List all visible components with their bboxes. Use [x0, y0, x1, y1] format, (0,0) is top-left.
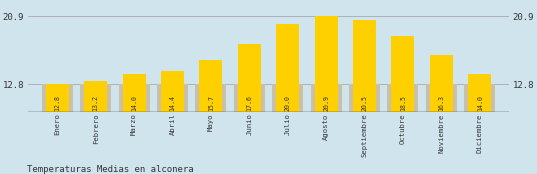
Text: 16.3: 16.3: [438, 95, 444, 111]
Bar: [234, 84, 265, 112]
Bar: [464, 84, 495, 112]
Bar: [195, 84, 227, 112]
Bar: [468, 74, 491, 112]
Text: 17.6: 17.6: [246, 95, 252, 111]
Bar: [157, 84, 188, 112]
Bar: [276, 24, 299, 112]
Text: 18.5: 18.5: [400, 95, 406, 111]
Bar: [391, 36, 415, 112]
Bar: [199, 60, 222, 112]
Text: 15.7: 15.7: [208, 95, 214, 111]
Text: Temperaturas Medias en alconera: Temperaturas Medias en alconera: [27, 165, 193, 174]
Text: 14.0: 14.0: [477, 95, 483, 111]
Bar: [119, 84, 150, 112]
Text: 12.8: 12.8: [54, 95, 60, 111]
Text: 20.5: 20.5: [361, 95, 367, 111]
Bar: [80, 84, 111, 112]
Bar: [315, 16, 338, 112]
Bar: [353, 20, 376, 112]
Bar: [349, 84, 380, 112]
Bar: [310, 84, 342, 112]
Text: 14.0: 14.0: [131, 95, 137, 111]
Bar: [426, 84, 457, 112]
Bar: [238, 44, 261, 112]
Text: 13.2: 13.2: [93, 95, 99, 111]
Bar: [46, 84, 69, 112]
Bar: [122, 74, 146, 112]
Text: 14.4: 14.4: [170, 95, 176, 111]
Text: 20.0: 20.0: [285, 95, 291, 111]
Bar: [84, 81, 107, 112]
Bar: [161, 71, 184, 112]
Bar: [387, 84, 418, 112]
Bar: [430, 55, 453, 112]
Text: 20.9: 20.9: [323, 95, 329, 111]
Bar: [42, 84, 73, 112]
Bar: [272, 84, 303, 112]
